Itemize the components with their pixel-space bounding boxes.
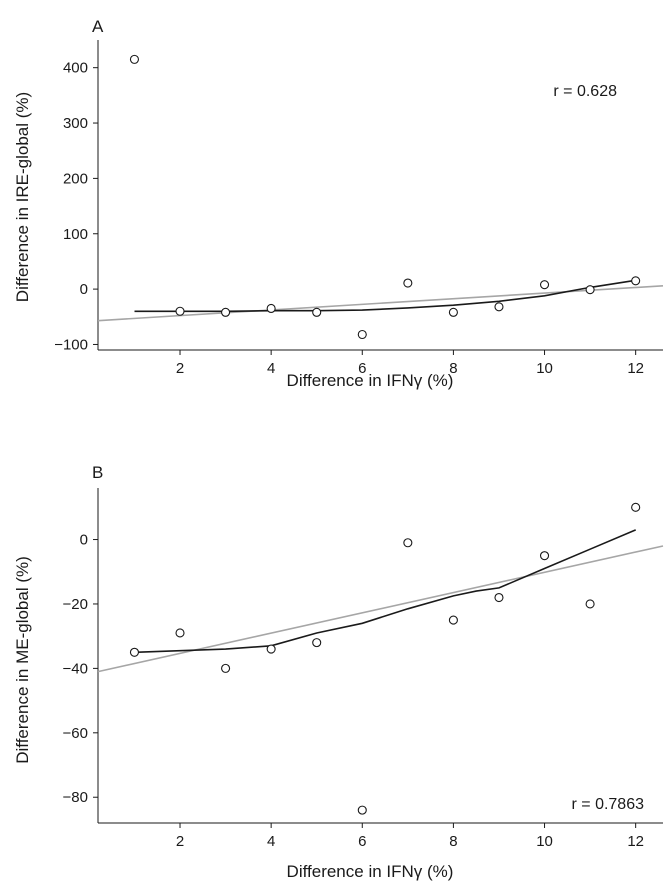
- panel-a-y-tick-label: 200: [63, 170, 88, 187]
- panel-a-y-tick-label: 300: [63, 115, 88, 132]
- panel-a-correlation: r = 0.628: [553, 83, 617, 100]
- panel-a-data-point: [175, 306, 185, 316]
- panel-b-x-tick-label: 4: [267, 833, 275, 850]
- panel-a-x-axis-title: Difference in IFNγ (%): [287, 371, 454, 390]
- panel-a-smooth-line: [134, 279, 636, 313]
- panel-b-x-tick-label: 8: [449, 833, 457, 850]
- panel-b-data-point: [312, 638, 322, 648]
- panel-a-x-ticks: 2 4 6 8 10 12: [176, 350, 644, 377]
- panel-b-data-point: [631, 502, 641, 512]
- panel-b-correlation: r = 0.7863: [572, 796, 645, 813]
- panel-a-y-tick-label: 100: [63, 226, 88, 243]
- panel-a-y-ticks: −100 0 100 200 300 400: [54, 60, 98, 353]
- panel-b-y-ticks: −80 −60 −40 −20 0: [63, 532, 98, 806]
- panel-a-x-tick-label: 12: [627, 360, 644, 377]
- panel-b-x-tick-label: 12: [627, 833, 644, 850]
- panel-a-label: A: [92, 17, 104, 36]
- panel-a-data-point: [631, 276, 641, 286]
- panel-a-data-point: [357, 329, 367, 340]
- panel-b-y-axis-title: Difference in ME-global (%): [13, 556, 32, 764]
- panel-a-data-point: [312, 307, 322, 317]
- panel-a-y-tick-label: 0: [80, 281, 88, 298]
- panel-b-smooth-line: [134, 529, 637, 654]
- panel-a-points: [129, 54, 641, 340]
- panel-b-data-point: [585, 599, 595, 609]
- panel-a-data-point: [585, 285, 595, 295]
- panel-b-x-axis-title: Difference in IFNγ (%): [287, 862, 454, 881]
- panel-b-data-point: [494, 592, 504, 603]
- panel-a-data-point: [221, 307, 231, 317]
- panel-b-x-tick-label: 10: [536, 833, 553, 850]
- panel-a-y-tick-label: 400: [63, 60, 88, 77]
- panel-a-data-point: [129, 54, 140, 64]
- panel-b-regression-line: [97, 545, 664, 673]
- panel-a-data-point: [403, 278, 413, 288]
- panel-a-trend-lines: [97, 279, 664, 322]
- panel-b-y-tick-label: −60: [63, 725, 88, 742]
- panel-b-trend-lines: [97, 529, 664, 673]
- panel-a-x-tick-label: 2: [176, 360, 184, 377]
- panel-b-points: [129, 502, 641, 815]
- panel-b-data-point: [448, 615, 458, 625]
- panel-b-data-point: [266, 644, 276, 654]
- panel-b-data-point: [129, 647, 140, 657]
- panel-b: B −80 −60 −40 −20 0 2 4 6 8 10 12 r = 0.7863 Diff…: [13, 463, 664, 881]
- panel-a-x-tick-label: 4: [267, 360, 275, 377]
- panel-b-data-point: [175, 628, 185, 638]
- panel-a-x-tick-label: 10: [536, 360, 553, 377]
- panel-b-data-point: [539, 551, 550, 561]
- panel-b-y-tick-label: 0: [80, 532, 88, 549]
- panel-b-data-point: [221, 663, 231, 673]
- panel-a-regression-line: [97, 284, 664, 322]
- panel-a: A −100 0 100 200 300 400 2 4 6 8 10 12 r = 0.628 D…: [13, 17, 664, 390]
- panel-b-label: B: [92, 463, 103, 482]
- panel-b-data-point: [357, 805, 367, 815]
- panel-a-data-point: [448, 307, 458, 317]
- panel-b-x-tick-label: 2: [176, 833, 184, 850]
- panel-b-y-tick-label: −20: [63, 596, 88, 613]
- panel-b-x-ticks: 2 4 6 8 10 12: [176, 823, 644, 850]
- panel-a-data-point: [494, 302, 504, 312]
- panel-a-data-point: [266, 303, 276, 314]
- panel-a-y-tick-label: −100: [54, 336, 88, 353]
- panel-a-x-tick-label: 8: [449, 360, 457, 377]
- panel-a-data-point: [539, 280, 550, 290]
- panel-b-data-point: [403, 538, 413, 548]
- panel-b-y-tick-label: −40: [63, 660, 88, 677]
- panel-b-y-tick-label: −80: [63, 789, 88, 806]
- panel-a-x-tick-label: 6: [358, 360, 366, 377]
- panel-a-y-axis-title: Difference in IRE-global (%): [13, 92, 32, 302]
- panel-b-x-tick-label: 6: [358, 833, 366, 850]
